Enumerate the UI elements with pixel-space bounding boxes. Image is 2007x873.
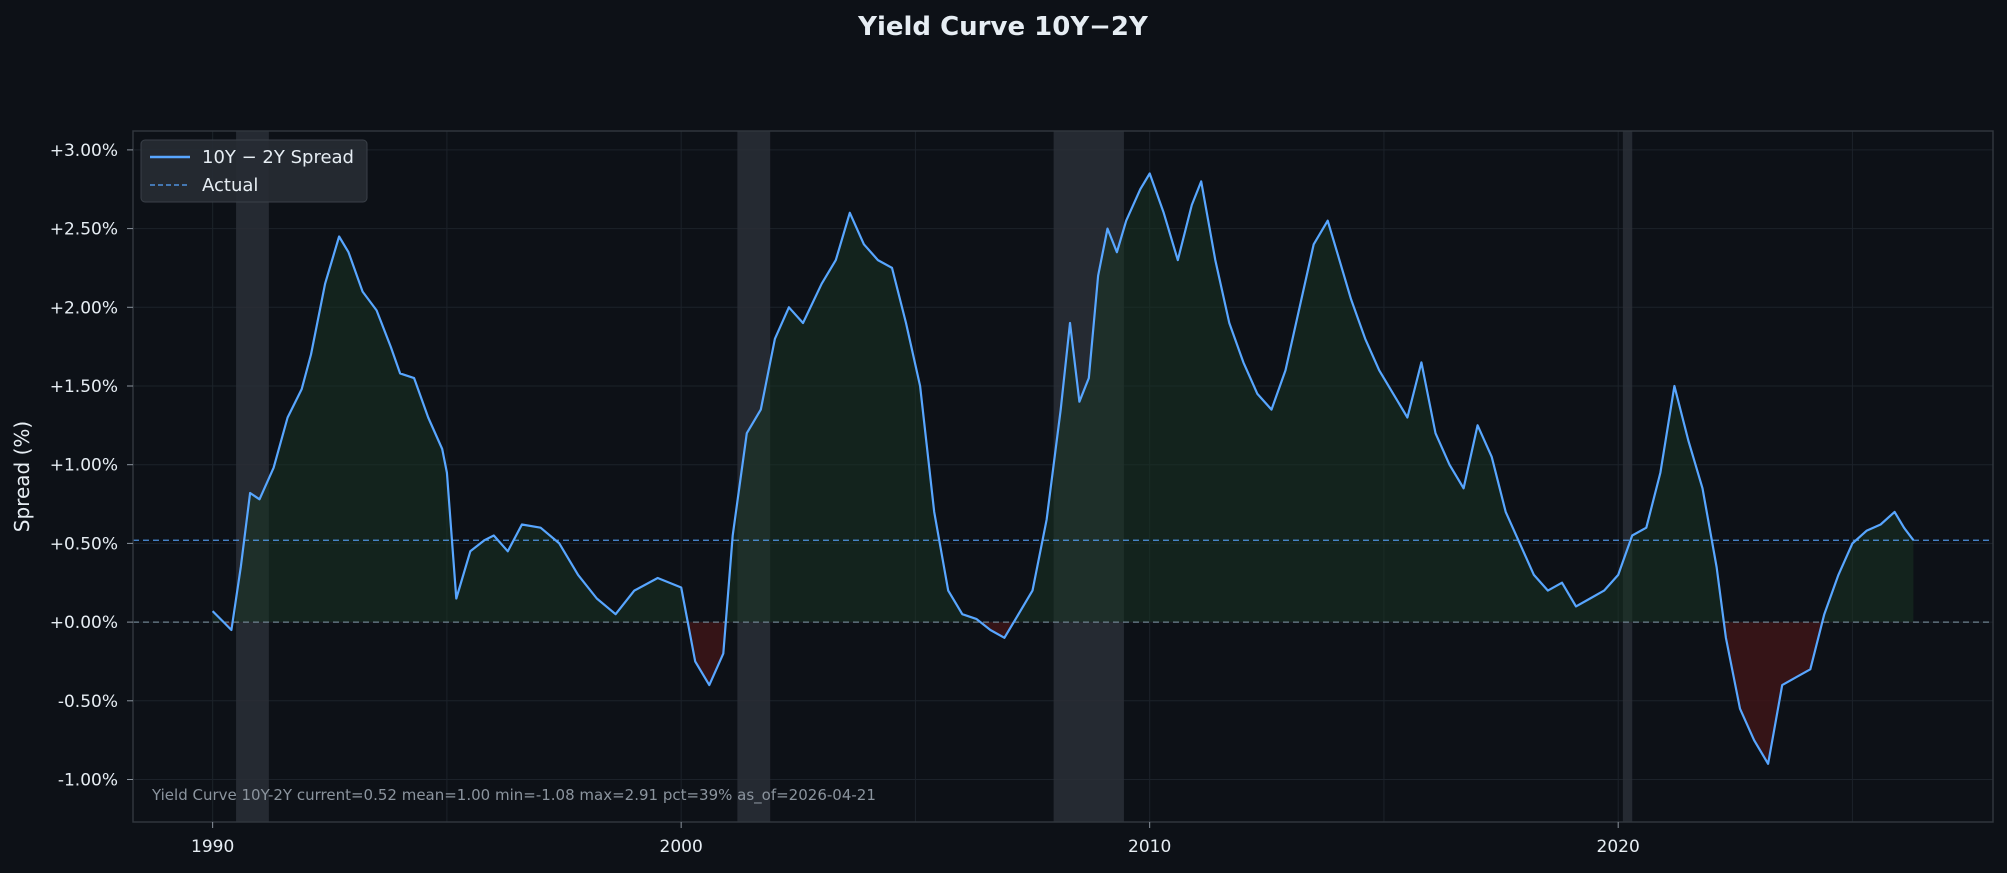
- y-tick-label: +2.00%: [50, 298, 118, 318]
- x-tick-label: 2020: [1597, 837, 1640, 857]
- y-tick-label: +2.50%: [50, 220, 118, 240]
- legend-label-spread: 10Y − 2Y Spread: [202, 147, 354, 168]
- recession-band: [1622, 131, 1633, 822]
- y-tick-label: +0.00%: [50, 613, 118, 633]
- y-tick-label: +0.50%: [50, 534, 118, 554]
- x-tick-label: 2010: [1128, 837, 1171, 857]
- plot-area: -1.00% -0.50% +0.00% +0.50% +1.00% +1.50% +2.0…: [50, 130, 1994, 857]
- plot-frame: [132, 130, 1994, 823]
- y-tick-label: +1.00%: [50, 456, 118, 476]
- negative-area: [212, 622, 1914, 764]
- spread-line: [211, 172, 1915, 765]
- legend-background: [140, 139, 368, 203]
- x-tick-label: 1990: [191, 837, 234, 857]
- stats-annotation: Yield Curve 10Y-2Y current=0.52 mean=1.0…: [151, 786, 876, 805]
- y-tick-label: +1.50%: [50, 377, 118, 397]
- y-axis-label: Spread (%): [10, 421, 34, 532]
- y-tick-label: -1.00%: [58, 771, 118, 791]
- legend: 10Y − 2Y Spread Actual: [140, 139, 368, 203]
- y-tick-label: -0.50%: [58, 692, 118, 712]
- legend-label-actual: Actual: [202, 175, 258, 196]
- x-tick-label: 2000: [660, 837, 703, 857]
- recession-band: [236, 131, 269, 822]
- chart-title: Yield Curve 10Y−2Y: [857, 12, 1149, 42]
- y-tick-label: +3.00%: [50, 141, 118, 161]
